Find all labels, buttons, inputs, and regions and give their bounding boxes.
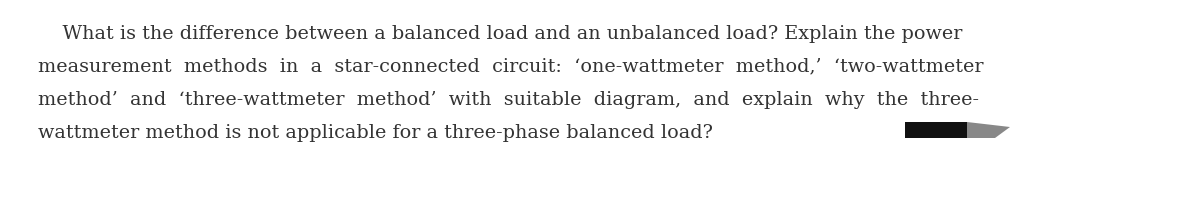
Text: What is the difference between a balanced load and an unbalanced load? Explain t: What is the difference between a balance… — [38, 25, 962, 43]
Text: wattmeter method is not applicable for a three-phase balanced load?: wattmeter method is not applicable for a… — [38, 124, 713, 142]
Text: measurement  methods  in  a  star-connected  circuit:  ‘one-wattmeter  method,’ : measurement methods in a star-connected … — [38, 58, 984, 76]
Polygon shape — [905, 122, 967, 138]
Text: method’  and  ‘three-wattmeter  method’  with  suitable  diagram,  and  explain : method’ and ‘three-wattmeter method’ wit… — [38, 91, 979, 109]
Polygon shape — [967, 122, 1010, 138]
